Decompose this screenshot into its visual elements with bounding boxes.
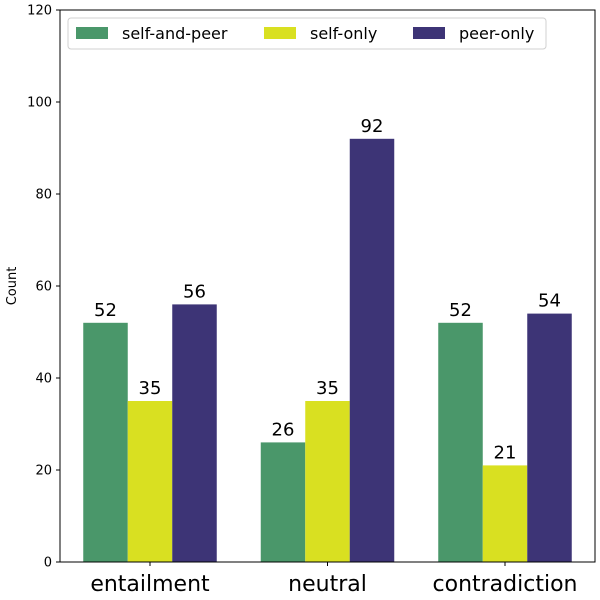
bar-self-only-neutral: [305, 401, 350, 562]
data-label: 54: [538, 291, 561, 312]
data-label: 52: [449, 300, 472, 321]
legend-swatch-self-only: [264, 27, 296, 39]
bar-peer-only-entailment: [172, 304, 217, 562]
y-tick-label: 60: [35, 280, 52, 295]
plot-frame: [59, 9, 596, 563]
legend-label-self-and-peer: self-and-peer: [122, 24, 228, 43]
y-tick-label: 120: [27, 4, 52, 19]
bars: [83, 138, 572, 563]
data-label: 56: [183, 281, 206, 302]
data-label: 92: [361, 116, 384, 137]
y-tick-label: 0: [44, 556, 52, 571]
y-tick-label: 20: [35, 464, 52, 479]
data-label: 26: [272, 419, 295, 440]
y-tick-label: 80: [35, 188, 52, 203]
legend-frame: [67, 17, 547, 50]
legend-label-peer-only: peer-only: [459, 24, 534, 43]
data-label: 21: [494, 442, 517, 463]
bar-self-and-peer-entailment: [83, 322, 128, 562]
bar-self-only-entailment: [127, 401, 173, 562]
y-axis-title: Count: [5, 267, 20, 306]
data-label: 52: [94, 300, 117, 321]
bar-peer-only-contradiction: [527, 313, 572, 562]
bar-self-and-peer-neutral: [260, 442, 306, 562]
y-tick-label: 100: [27, 96, 52, 111]
x-tick-label-neutral: neutral: [288, 572, 367, 597]
legend-swatch-peer-only: [413, 27, 445, 39]
x-tick-label-entailment: entailment: [90, 572, 210, 597]
data-labels: 52 35 56 26 35 92 52 21 54: [94, 116, 561, 464]
legend: self-and-peer self-only peer-only: [67, 17, 547, 50]
legend-swatch-self-and-peer: [76, 27, 108, 39]
data-label: 35: [139, 378, 162, 399]
x-tick-label-contradiction: contradiction: [433, 572, 578, 597]
data-label: 35: [316, 378, 339, 399]
x-axis: entailment neutral contradiction: [90, 562, 577, 597]
bar-self-and-peer-contradiction: [438, 322, 483, 562]
y-tick-label: 40: [35, 372, 52, 387]
bar-peer-only-neutral: [349, 138, 395, 563]
bar-self-only-contradiction: [482, 465, 528, 562]
y-axis: 0 20 40 60 80 100 120: [27, 4, 60, 571]
legend-label-self-only: self-only: [310, 24, 377, 43]
